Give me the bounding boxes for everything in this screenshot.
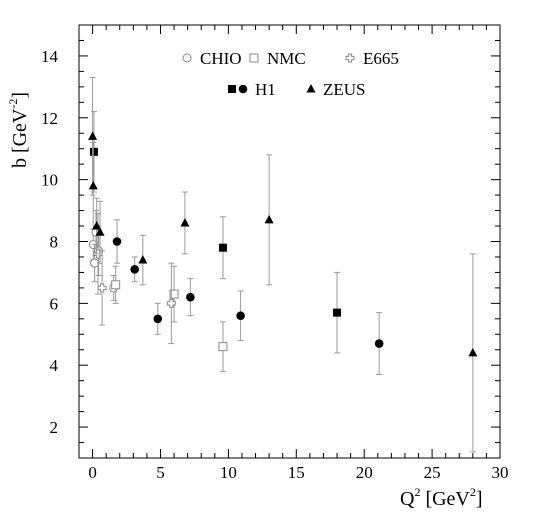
zeus-point-4-marker — [138, 255, 148, 264]
tick-labels: 0 5 10 15 20 25 30 2 4 6 8 10 12 14 — [41, 47, 509, 482]
legend-label-e665: E665 — [363, 49, 399, 68]
legend-label-h1: H1 — [255, 80, 276, 99]
h1-point-4-marker — [130, 265, 139, 274]
e665-point-2-marker — [166, 298, 176, 308]
zeus-point-0-marker — [88, 131, 98, 140]
y-tick-label: 8 — [50, 233, 59, 252]
x-tick-label: 25 — [424, 463, 441, 482]
h1-point-2-marker — [333, 308, 342, 317]
y-tick-label: 2 — [50, 418, 59, 437]
y-tick-label: 10 — [41, 171, 58, 190]
y-axis-label: b [GeV-2] — [6, 92, 31, 168]
h1-point-6-marker — [186, 292, 195, 302]
plot-frame — [78, 24, 501, 459]
zeus-point-7-marker — [468, 347, 478, 357]
zeus-point-6-marker — [264, 214, 274, 224]
zeus-point-2-marker — [92, 221, 102, 230]
h1-point-1-marker — [218, 243, 227, 252]
h1-point-3-marker — [112, 237, 122, 246]
y-tick-label: 12 — [41, 109, 58, 128]
nmc-point-0-marker — [111, 280, 121, 290]
x-axis-label: Q2 [GeV2] — [400, 485, 483, 510]
legend-label-chio: CHIO — [200, 49, 242, 68]
x-tick-label: 0 — [88, 463, 97, 482]
legend-marker-nmc — [249, 53, 259, 63]
y-tick-label: 4 — [50, 356, 59, 375]
legend-marker-zeus — [306, 84, 316, 93]
y-tick-label: 6 — [50, 294, 59, 313]
legend-label-nmc: NMC — [267, 49, 306, 68]
legend-label-zeus: ZEUS — [323, 80, 366, 99]
h1-point-7-marker — [236, 311, 245, 321]
zeus-point-3-marker — [95, 227, 105, 236]
legend-marker-h1-square — [228, 85, 236, 93]
h1-point-5-marker — [153, 314, 163, 324]
nmc-point-1-marker — [169, 289, 179, 299]
x-tick-label: 30 — [492, 463, 509, 482]
legend-marker-h1-circle — [238, 84, 248, 94]
zeus-point-1-marker — [88, 180, 98, 190]
legend-marker-e665 — [345, 53, 355, 63]
data-points — [88, 77, 478, 453]
x-tick-label: 10 — [220, 463, 237, 482]
x-tick-label: 5 — [156, 463, 165, 482]
x-tick-label: 20 — [356, 463, 373, 482]
legend-marker-chio — [182, 53, 192, 63]
x-tick-label: 15 — [288, 463, 305, 482]
h1-point-8-marker — [374, 339, 384, 348]
h1-point-0-marker — [89, 147, 98, 156]
legend: CHIO NMC E665 H1 ZEUS — [182, 49, 399, 99]
nmc-point-2-marker — [218, 342, 228, 352]
e665-point-1-marker — [97, 283, 107, 293]
y-tick-label: 14 — [41, 47, 59, 66]
zeus-point-5-marker — [180, 217, 190, 227]
axis-ticks — [78, 24, 501, 459]
